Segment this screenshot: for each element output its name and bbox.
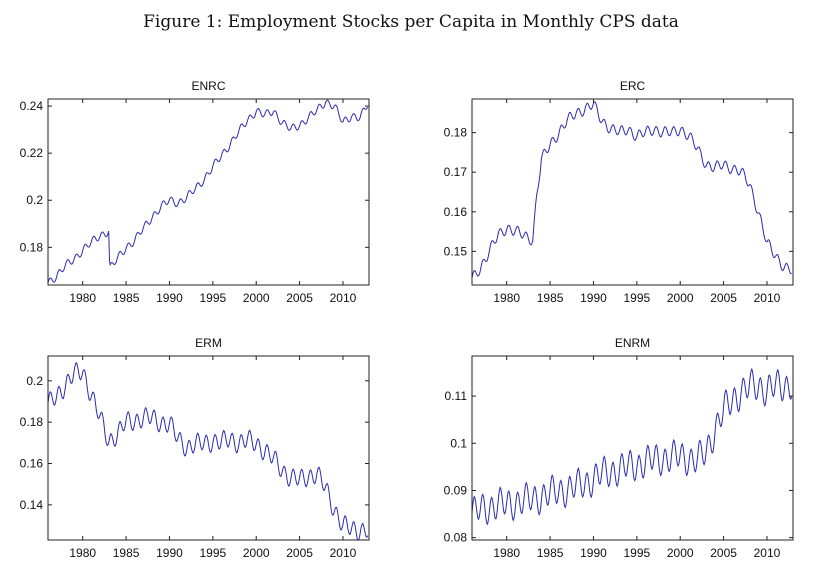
- x-tick-label: 1995: [623, 291, 650, 305]
- y-tick-label: 0.16: [20, 457, 44, 471]
- y-tick-label: 0.08: [444, 531, 468, 545]
- axes-frame: [47, 355, 370, 541]
- y-tick-label: 0.24: [20, 99, 44, 113]
- x-tick-label: 1985: [113, 546, 140, 560]
- x-tick-label: 1995: [199, 546, 226, 560]
- y-tick-label: 0.22: [20, 146, 44, 160]
- x-tick-label: 2005: [710, 291, 737, 305]
- chart-panel-enrc: ENRC 1980 1985 1990 1995 2000 2005 2010 0.18 0.2 0…: [20, 79, 370, 305]
- series-line: [47, 99, 369, 283]
- x-tick-label: 2000: [667, 546, 694, 560]
- y-tick-label: 0.18: [444, 126, 468, 140]
- x-tick-label: 2005: [286, 291, 313, 305]
- axes-frame: [471, 98, 794, 286]
- x-tick-label: 2010: [330, 291, 357, 305]
- x-tick-label: 1990: [580, 546, 607, 560]
- y-tick-label: 0.18: [20, 415, 44, 429]
- x-tick-label: 2010: [330, 546, 357, 560]
- x-tick-label: 1980: [69, 546, 96, 560]
- x-tick-label: 1990: [580, 291, 607, 305]
- axes-frame: [47, 98, 370, 286]
- y-tick-label: 0.2: [26, 193, 43, 207]
- series-line: [471, 101, 792, 278]
- series-line: [471, 367, 793, 526]
- x-tick-label: 1985: [537, 546, 564, 560]
- y-tick-label: 0.1: [450, 436, 467, 450]
- x-tick-label: 2005: [286, 546, 313, 560]
- chart-title: ENRM: [615, 336, 650, 350]
- chart-panel-enrm: ENRM 1980 1985 1990 1995 2000 2005 2010 0.08 0.09…: [444, 336, 794, 560]
- y-tick-label: 0.14: [20, 498, 44, 512]
- x-tick-label: 1990: [156, 291, 183, 305]
- x-tick-label: 1980: [493, 291, 520, 305]
- y-tick-label: 0.15: [444, 244, 468, 258]
- x-tick-label: 1980: [493, 546, 520, 560]
- chart-title: ENRC: [191, 79, 225, 93]
- x-tick-label: 1995: [623, 546, 650, 560]
- x-tick-label: 1990: [156, 546, 183, 560]
- chart-title: ERM: [195, 336, 222, 350]
- y-tick-label: 0.11: [445, 389, 468, 403]
- chart-panel-erm: ERM 1980 1985 1990 1995 2000 2005 2010 0.14 0.16 0…: [20, 336, 370, 560]
- x-tick-label: 2000: [667, 291, 694, 305]
- x-tick-label: 1985: [537, 291, 564, 305]
- y-tick-label: 0.16: [444, 205, 468, 219]
- x-tick-label: 1995: [199, 291, 226, 305]
- series-line: [47, 361, 369, 541]
- y-tick-label: 0.17: [444, 165, 468, 179]
- x-tick-label: 2010: [754, 546, 781, 560]
- chart-title: ERC: [620, 79, 646, 93]
- chart-panel-erc: ERC 1980 1985 1990 1995 2000 2005 2010 0.15 0.16 0…: [444, 79, 794, 305]
- x-tick-label: 2005: [710, 546, 737, 560]
- x-tick-label: 1980: [69, 291, 96, 305]
- figure-title: Figure 1: Employment Stocks per Capita i…: [143, 12, 679, 32]
- x-tick-label: 2010: [754, 291, 781, 305]
- y-tick-label: 0.09: [444, 483, 468, 497]
- x-tick-label: 1985: [113, 291, 140, 305]
- y-tick-label: 0.2: [26, 374, 43, 388]
- x-tick-label: 2000: [243, 291, 270, 305]
- axes-frame: [471, 355, 794, 541]
- x-tick-label: 2000: [243, 546, 270, 560]
- y-tick-label: 0.18: [20, 240, 44, 254]
